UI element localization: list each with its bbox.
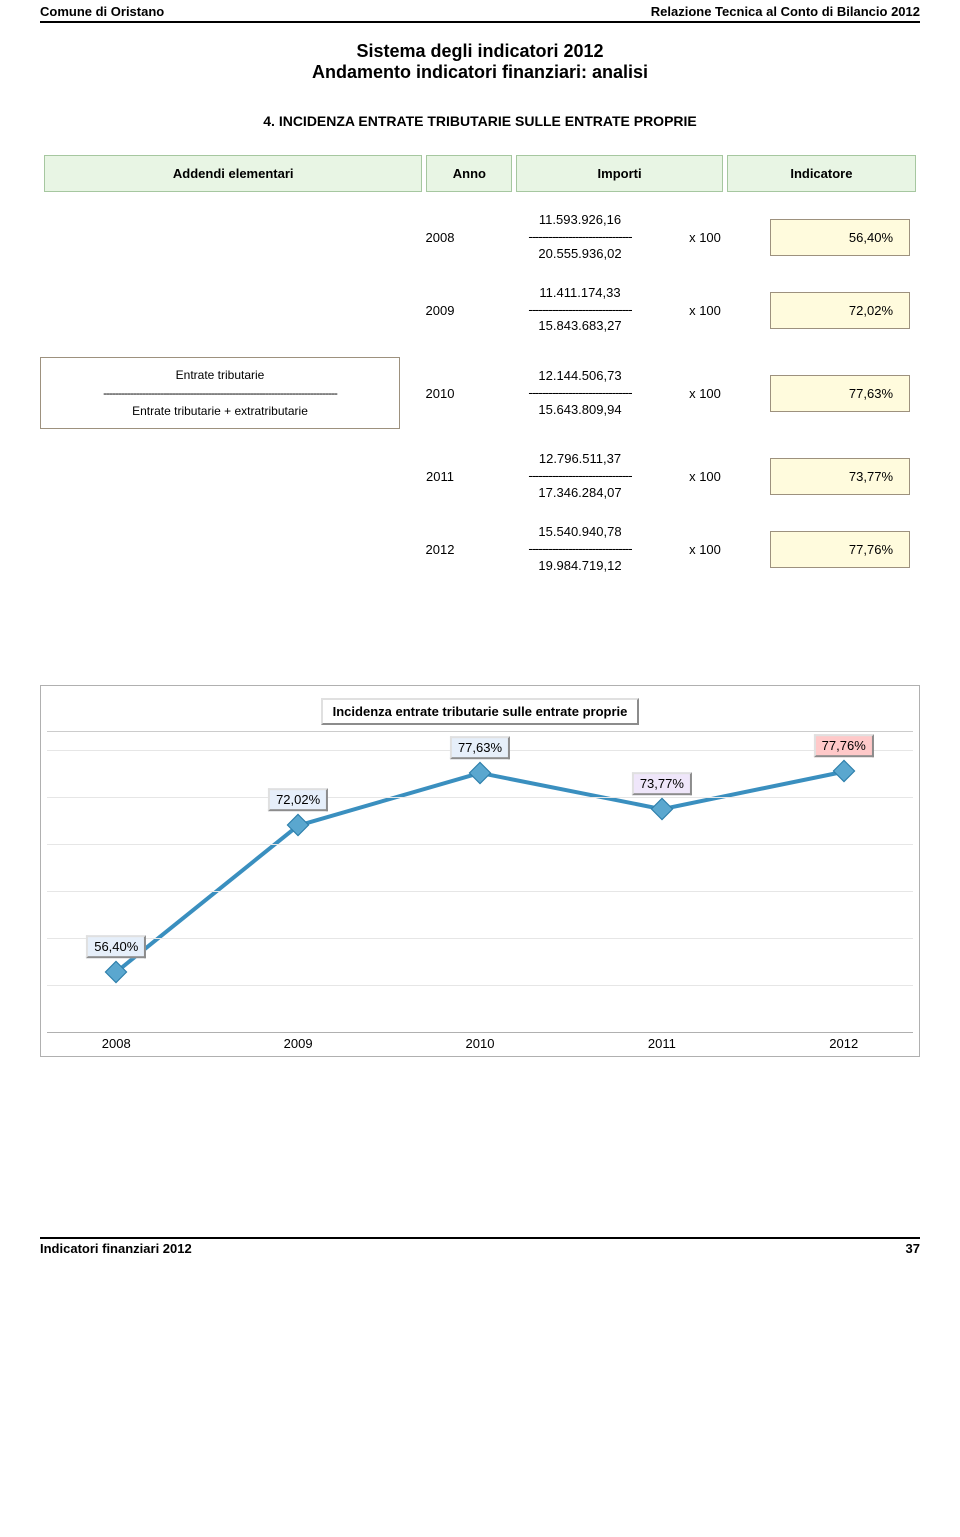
chart-data-label: 77,76%: [814, 735, 874, 758]
cell-importi: 12.144.506,73 --------------------------…: [480, 368, 680, 419]
chart-marker: [469, 761, 492, 784]
header-left: Comune di Oristano: [40, 4, 164, 19]
chart-data-label: 56,40%: [86, 935, 146, 958]
formula-box: Entrate tributarie ---------------------…: [40, 357, 400, 429]
cell-numerator: 12.144.506,73: [480, 368, 680, 385]
cell-anno: 2008: [400, 230, 480, 245]
footer-page-number: 37: [906, 1241, 920, 1256]
chart-marker: [287, 814, 310, 837]
chart-marker: [651, 798, 674, 821]
title-line-1: Sistema degli indicatori 2012: [40, 41, 920, 62]
indicatore-box: 72,02%: [770, 292, 910, 329]
chart-x-label: 2011: [648, 1036, 676, 1074]
col-header-anno: Anno: [426, 155, 512, 192]
indicatore-box: 56,40%: [770, 219, 910, 256]
fraction-divider: -------------------------------: [480, 229, 680, 246]
cell-denominator: 17.346.284,07: [480, 485, 680, 502]
cell-x100: x 100: [680, 386, 730, 401]
data-row: 2009 11.411.174,33 ---------------------…: [40, 285, 920, 336]
chart-x-label: 2009: [284, 1036, 313, 1074]
data-row: 2012 15.540.940,78 ---------------------…: [40, 524, 920, 575]
chart-title: Incidenza entrate tributarie sulle entra…: [321, 698, 640, 725]
cell-addendi: Entrate tributarie ---------------------…: [40, 357, 400, 429]
data-row: Entrate tributarie ---------------------…: [40, 357, 920, 429]
col-header-indicatore: Indicatore: [727, 155, 916, 192]
cell-importi: 11.411.174,33 --------------------------…: [480, 285, 680, 336]
chart-legend-wrap: Incidenza entrate tributarie sulle entra…: [47, 692, 913, 725]
data-row: 2008 11.593.926,16 ---------------------…: [40, 212, 920, 263]
cell-denominator: 20.555.936,02: [480, 246, 680, 263]
chart-gridline: [47, 938, 913, 939]
title-line-2: Andamento indicatori finanziari: analisi: [40, 62, 920, 83]
chart-plot-area: 2008200920102011201256,40%72,02%77,63%73…: [47, 731, 913, 1054]
data-rows: 2008 11.593.926,16 ---------------------…: [40, 212, 920, 575]
cell-numerator: 11.593.926,16: [480, 212, 680, 229]
data-row: 2011 12.796.511,37 ---------------------…: [40, 451, 920, 502]
cell-indicatore-wrap: 72,02%: [730, 292, 910, 329]
formula-divider: ----------------------------------------…: [47, 384, 393, 402]
fraction-divider: -------------------------------: [480, 468, 680, 485]
cell-anno: 2011: [400, 469, 480, 484]
chart-gridline: [47, 844, 913, 845]
footer-left: Indicatori finanziari 2012: [40, 1241, 192, 1256]
header-right: Relazione Tecnica al Conto di Bilancio 2…: [651, 4, 920, 19]
cell-denominator: 15.643.809,94: [480, 402, 680, 419]
page-header: Comune di Oristano Relazione Tecnica al …: [40, 0, 920, 23]
chart-marker: [832, 760, 855, 783]
col-header-importi: Importi: [516, 155, 722, 192]
cell-x100: x 100: [680, 542, 730, 557]
chart-data-label: 77,63%: [450, 736, 510, 759]
chart-x-label: 2008: [102, 1036, 131, 1074]
cell-x100: x 100: [680, 303, 730, 318]
cell-numerator: 12.796.511,37: [480, 451, 680, 468]
chart-gridline: [47, 985, 913, 986]
chart-data-label: 72,02%: [268, 788, 328, 811]
page-titles: Sistema degli indicatori 2012 Andamento …: [40, 41, 920, 83]
indicatore-box: 73,77%: [770, 458, 910, 495]
cell-denominator: 19.984.719,12: [480, 558, 680, 575]
cell-anno: 2010: [400, 386, 480, 401]
cell-x100: x 100: [680, 230, 730, 245]
fraction-divider: -------------------------------: [480, 302, 680, 319]
page-footer: Indicatori finanziari 2012 37: [40, 1237, 920, 1266]
cell-indicatore-wrap: 73,77%: [730, 458, 910, 495]
table-header: Addendi elementari Anno Importi Indicato…: [40, 151, 920, 196]
cell-importi: 12.796.511,37 --------------------------…: [480, 451, 680, 502]
indicatore-box: 77,76%: [770, 531, 910, 568]
col-header-addendi: Addendi elementari: [44, 155, 422, 192]
indicatore-box: 77,63%: [770, 375, 910, 412]
formula-numerator: Entrate tributarie: [47, 366, 393, 384]
cell-indicatore-wrap: 77,63%: [730, 375, 910, 412]
cell-importi: 15.540.940,78 --------------------------…: [480, 524, 680, 575]
cell-indicatore-wrap: 77,76%: [730, 531, 910, 568]
fraction-divider: -------------------------------: [480, 385, 680, 402]
page: Comune di Oristano Relazione Tecnica al …: [0, 0, 960, 1266]
chart-gridline: [47, 797, 913, 798]
cell-x100: x 100: [680, 469, 730, 484]
section-title: 4. INCIDENZA ENTRATE TRIBUTARIE SULLE EN…: [40, 113, 920, 129]
chart-marker: [105, 960, 128, 983]
chart-data-label: 73,77%: [632, 772, 692, 795]
cell-anno: 2012: [400, 542, 480, 557]
cell-numerator: 15.540.940,78: [480, 524, 680, 541]
table-header-row: Addendi elementari Anno Importi Indicato…: [44, 155, 916, 192]
chart-x-label: 2010: [466, 1036, 495, 1074]
chart-x-label: 2012: [829, 1036, 858, 1074]
fraction-divider: -------------------------------: [480, 541, 680, 558]
cell-denominator: 15.843.683,27: [480, 318, 680, 335]
cell-indicatore-wrap: 56,40%: [730, 219, 910, 256]
cell-anno: 2009: [400, 303, 480, 318]
chart-gridline: [47, 891, 913, 892]
formula-denominator: Entrate tributarie + extratributarie: [47, 402, 393, 420]
cell-numerator: 11.411.174,33: [480, 285, 680, 302]
cell-importi: 11.593.926,16 --------------------------…: [480, 212, 680, 263]
chart-container: Incidenza entrate tributarie sulle entra…: [40, 685, 920, 1057]
